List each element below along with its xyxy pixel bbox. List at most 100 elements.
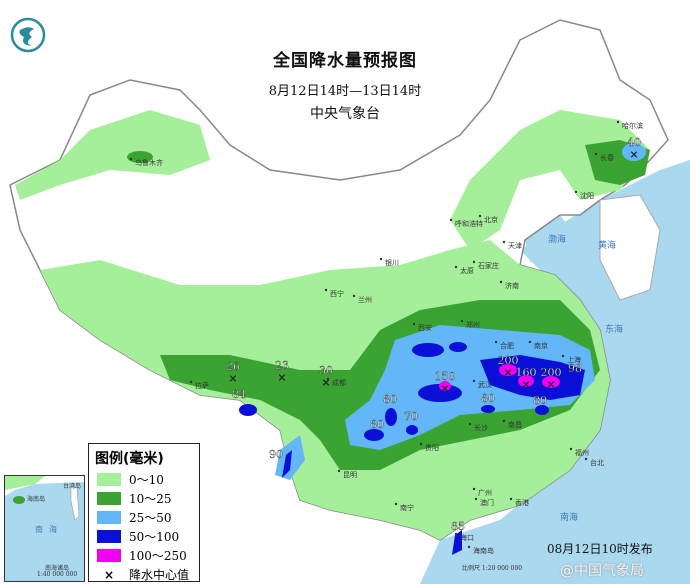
city-dot xyxy=(467,545,471,549)
city-dot xyxy=(449,218,453,222)
city-dot xyxy=(379,257,383,261)
legend-label: 100～250 xyxy=(129,549,187,563)
legend-item: 25～50 xyxy=(97,508,199,527)
legend-swatch xyxy=(97,492,121,505)
legend: 图例(毫米) 0～10 10～25 25～50 50～100 100～250 ×… xyxy=(88,443,200,582)
precip-center-value: 26 xyxy=(226,360,240,373)
city-dot xyxy=(561,354,565,358)
cross-icon: × xyxy=(503,366,512,379)
city-label: 海口 xyxy=(460,533,474,542)
precip-center-value: 80 xyxy=(481,392,495,405)
city-dot xyxy=(412,322,416,326)
city-dot xyxy=(454,532,458,536)
sea-label: 黄海 xyxy=(598,239,616,251)
city-label: 香港 xyxy=(515,498,529,507)
city-dot xyxy=(324,288,328,292)
city-dot xyxy=(478,214,482,218)
precip-center-value: 23 xyxy=(275,359,289,372)
rain-50-100-tibet xyxy=(239,404,257,416)
city-label: 武汉 xyxy=(478,380,492,389)
city-label: 海南岛 xyxy=(473,546,494,555)
legend-item: 50～100 xyxy=(97,527,199,546)
rain-50-100-sc xyxy=(385,408,397,426)
city-label: 南宁 xyxy=(400,503,414,512)
sea-label: 渤海 xyxy=(548,233,566,245)
city-label: 乌鲁木齐 xyxy=(135,158,163,167)
watermark: @中国气象局 xyxy=(560,563,644,579)
cross-icon: × xyxy=(546,378,555,391)
city-dot xyxy=(189,380,193,384)
precip-center-value: 80 xyxy=(533,394,547,407)
city-dot xyxy=(474,497,478,501)
legend-swatch xyxy=(97,530,121,543)
cross-icon: × xyxy=(228,372,237,385)
legend-label: 降水中心值 xyxy=(129,568,190,582)
city-dot xyxy=(574,190,578,194)
precip-center-value: 30 xyxy=(319,364,333,377)
rain-100-250-b xyxy=(518,375,534,387)
cross-icon: × xyxy=(440,382,449,395)
city-dot xyxy=(472,260,476,264)
city-label: 西安 xyxy=(418,323,432,332)
city-dot xyxy=(584,457,588,461)
city-label: 太原 xyxy=(460,266,474,275)
rain-100-250-c xyxy=(542,376,560,388)
cross-icon: × xyxy=(629,148,638,161)
city-label: 长沙 xyxy=(474,423,488,432)
rain-10-25-xinjiang xyxy=(127,151,153,163)
city-label: 台北 xyxy=(590,458,604,467)
city-dot xyxy=(502,240,506,244)
precip-center-value: 98 xyxy=(568,362,582,375)
precip-center-value: 90 xyxy=(269,448,283,461)
city-label: 天津 xyxy=(508,242,522,250)
city-label: 昆明 xyxy=(343,471,357,479)
city-label: 西宁 xyxy=(330,289,344,298)
legend-title: 图例(毫米) xyxy=(95,451,164,467)
rain-50-100-hn xyxy=(481,405,495,413)
rain-50-100-gz2 xyxy=(406,425,418,435)
city-label: 银川 xyxy=(385,258,399,267)
precip-center-value: 200 xyxy=(541,366,562,379)
rain-0-10-xinjiang xyxy=(15,110,210,200)
precip-center-value: 84 xyxy=(232,388,246,401)
city-dot xyxy=(594,152,598,156)
rain-50-100-yunnan xyxy=(282,450,292,478)
precip-center-value: 40 xyxy=(627,136,641,149)
sea-label: 南海 xyxy=(560,511,578,523)
cma-logo-icon xyxy=(10,17,46,53)
legend-label: 50～100 xyxy=(129,530,180,544)
city-label: 南京 xyxy=(534,341,548,350)
city-label: 济南 xyxy=(505,281,519,290)
inset-taiwan-label: 台湾岛 xyxy=(63,483,82,490)
legend-swatch xyxy=(97,511,121,524)
city-dot xyxy=(460,319,464,323)
city-label: 合肥 xyxy=(500,341,514,350)
cross-icon: × xyxy=(277,371,286,384)
legend-item: 100～250 xyxy=(97,546,199,565)
city-dot xyxy=(509,497,513,501)
city-dot xyxy=(394,502,398,506)
cross-icon: × xyxy=(321,376,330,389)
inset-island-label: 海南岛 xyxy=(27,496,46,503)
forecast-period: 8月12日14时—13日14时 xyxy=(268,84,422,99)
city-dot xyxy=(472,379,476,383)
legend-swatch xyxy=(97,549,121,562)
precip-center-value: 200 xyxy=(498,354,519,367)
city-dot xyxy=(528,340,532,344)
precip-center-value: 80 xyxy=(383,393,397,406)
city-dot xyxy=(468,422,472,426)
rain-50-100-shaanxi xyxy=(412,343,444,357)
sea-label: 东海 xyxy=(605,323,623,335)
city-label: 呼和浩特 xyxy=(455,219,483,228)
inset-map xyxy=(5,476,84,521)
legend-item: 10～25 xyxy=(97,489,199,508)
cross-icon: × xyxy=(103,567,115,582)
city-label: 贵阳 xyxy=(425,443,439,452)
city-dot xyxy=(454,265,458,269)
rain-50-100-e xyxy=(449,342,467,352)
cross-icon: × xyxy=(521,378,530,391)
city-dot xyxy=(494,340,498,344)
bohai-sea xyxy=(525,215,575,262)
